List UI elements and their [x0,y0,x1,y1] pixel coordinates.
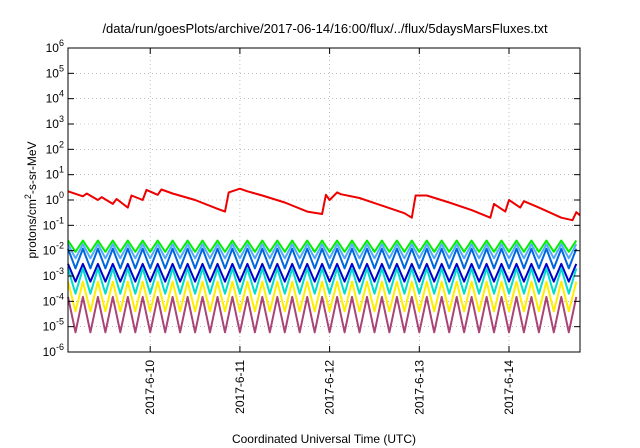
y-tick-label-base: 10 [43,345,57,359]
x-tick-label: 2017-6-14 [502,360,516,415]
y-tick-label-exp: 3 [59,114,64,124]
y-axis-label-pre: protons/cm [25,199,39,258]
y-tick-label-base: 10 [43,320,57,334]
x-axis-label: Coordinated Universal Time (UTC) [232,432,416,446]
y-tick-label: 101 [46,165,64,182]
y-tick-label-exp: -3 [56,266,64,276]
y-tick-label-exp: -2 [56,241,64,251]
y-tick-label: 10-4 [43,291,64,308]
x-tick-label: 2017-6-10 [143,360,157,415]
y-tick-label: 102 [46,139,64,156]
y-tick-label-base: 10 [46,193,60,207]
series-layer [67,187,581,334]
series-line [67,262,578,283]
y-tick-label-base: 10 [46,117,60,131]
y-tick-label: 105 [46,63,64,80]
series-line [67,295,578,334]
y-tick-label: 103 [46,114,64,131]
series-line [67,243,578,260]
y-tick-label-exp: 1 [59,165,64,175]
y-tick-label: 10-2 [43,241,64,258]
series-line [67,239,578,253]
y-tick-label: 106 [46,38,64,55]
y-tick-label-base: 10 [46,142,60,156]
y-tick-label-exp: -4 [56,291,64,301]
y-tick-label-base: 10 [46,92,60,106]
y-tick-label-exp: 2 [59,139,64,149]
y-tick-label-exp: -6 [56,342,64,352]
y-axis-label-sup: 2 [23,194,33,199]
x-tick-label: 2017-6-12 [323,360,337,415]
y-tick-label: 10-3 [43,266,64,283]
y-tick-label-base: 10 [43,294,57,308]
y-axis-label: protons/cm2-s-sr-MeV [23,141,39,258]
y-tick-label-base: 10 [43,218,57,232]
chart-title: /data/run/goesPlots/archive/2017-06-14/1… [102,21,548,36]
y-axis-label-post: -s-sr-MeV [25,141,39,194]
y-tick-label: 10-1 [43,215,64,232]
y-tick-label: 104 [46,89,64,106]
y-tick-label: 100 [46,190,64,207]
series-line [67,267,578,295]
y-tick-label-exp: 6 [59,38,64,48]
y-tick-label-base: 10 [43,244,57,258]
x-tick-label: 2017-6-11 [233,360,247,414]
y-tick-label-base: 10 [46,41,60,55]
y-tick-label: 10-5 [43,317,64,334]
x-tick-label: 2017-6-13 [412,360,426,415]
ticks: 10-610-510-410-310-210-11001011021031041… [43,38,580,415]
series-line [67,280,578,313]
y-tick-label-base: 10 [46,168,60,182]
series-line [67,187,581,222]
y-tick-label: 10-6 [43,342,64,359]
y-tick-label-base: 10 [43,269,57,283]
series-line [67,247,578,270]
y-tick-label-exp: -5 [56,317,64,327]
y-tick-label-base: 10 [46,66,60,80]
y-tick-label-exp: 4 [59,89,64,99]
y-tick-label-exp: 5 [59,63,64,73]
y-tick-label-exp: -1 [56,215,64,225]
y-tick-label-exp: 0 [59,190,64,200]
